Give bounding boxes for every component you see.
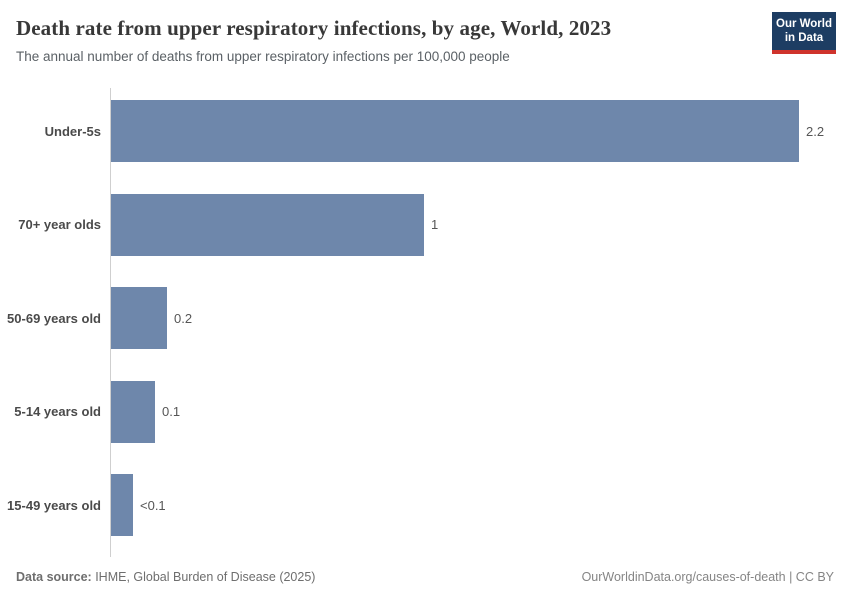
category-label: 50-69 years old: [7, 310, 101, 326]
bar-row: Under-5s 2.2: [0, 100, 850, 162]
chart-header: Death rate from upper respiratory infect…: [16, 16, 760, 64]
chart-footer: Data source: IHME, Global Burden of Dise…: [16, 570, 834, 584]
bar-chart: Under-5s 2.2 70+ year olds 1 50-69 years old…: [0, 88, 850, 558]
owid-logo-line2: in Data: [784, 32, 824, 45]
category-label: Under-5s: [44, 123, 101, 139]
bar-row: 15-49 years old <0.1: [0, 474, 850, 536]
data-source-value: IHME, Global Burden of Disease (2025): [91, 570, 316, 584]
category-label: 15-49 years old: [7, 497, 101, 513]
bar[interactable]: [111, 193, 424, 256]
data-source-note: Data source: IHME, Global Burden of Dise…: [16, 570, 315, 584]
category-label: 5-14 years old: [14, 404, 101, 419]
data-source-label: Data source:: [16, 570, 92, 584]
owid-logo: Our World in Data: [772, 12, 836, 54]
value-label: 0.1: [162, 404, 181, 419]
chart-subtitle: The annual number of deaths from upper r…: [16, 49, 510, 65]
bar[interactable]: [111, 287, 167, 349]
bar[interactable]: [111, 474, 133, 536]
y-axis-line: [110, 88, 111, 557]
value-label: 1: [431, 217, 439, 232]
category-label: 70+ year olds: [18, 217, 101, 232]
chart-title: Death rate from upper respiratory infect…: [16, 16, 612, 40]
owid-logo-line1: Our World: [776, 18, 833, 30]
bar-row: 50-69 years old 0.2: [0, 287, 850, 349]
value-label: <0.1: [140, 497, 166, 513]
bar-row: 70+ year olds 1: [0, 193, 850, 256]
value-label: 2.2: [806, 123, 825, 139]
bar[interactable]: [111, 380, 155, 443]
value-label: 0.2: [174, 310, 193, 326]
bar-row: 5-14 years old 0.1: [0, 380, 850, 443]
bar[interactable]: [111, 100, 799, 162]
credit-link[interactable]: OurWorldinData.org/causes-of-death | CC …: [581, 570, 834, 584]
